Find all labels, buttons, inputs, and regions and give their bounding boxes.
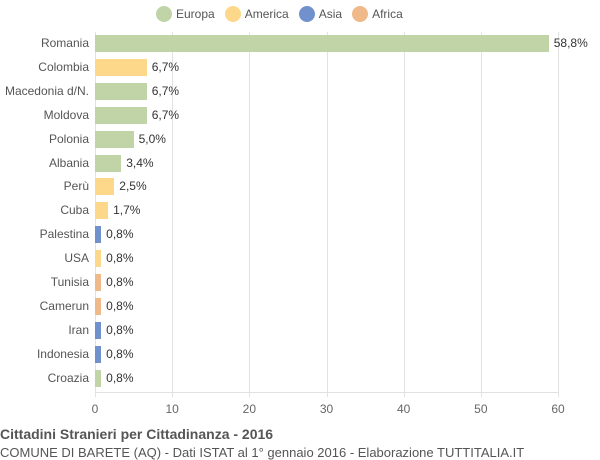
x-tick-label: 30	[319, 402, 334, 416]
bar[interactable]	[95, 250, 102, 268]
bar-row: Colombia 6,7%	[0, 56, 600, 80]
value-label: 0,8%	[106, 251, 134, 266]
bar[interactable]	[95, 297, 102, 315]
value-label: 0,8%	[106, 298, 134, 313]
bar[interactable]	[95, 178, 115, 196]
value-label: 6,7%	[151, 83, 180, 98]
bar[interactable]	[95, 35, 549, 52]
bar[interactable]	[95, 226, 102, 244]
bar[interactable]	[95, 58, 147, 76]
category-label: Indonesia	[36, 346, 89, 361]
value-label: 5,0%	[138, 131, 166, 146]
legend-dot-icon	[352, 6, 369, 22]
gridline	[249, 32, 251, 392]
chart-subtitle: COMUNE DI BARETE (AQ) - Dati ISTAT al 1°…	[0, 445, 525, 460]
legend-label: Europa	[176, 7, 215, 21]
category-label: Albania	[48, 155, 89, 170]
legend-label: Asia	[318, 7, 343, 21]
bar[interactable]	[95, 154, 122, 172]
x-tick-label: 60	[551, 402, 565, 416]
legend-dot-icon	[156, 6, 172, 22]
bar-row: Camerun 0,8%	[0, 295, 600, 319]
category-label: USA	[64, 251, 89, 266]
gridline	[403, 32, 405, 392]
legend-label: America	[244, 7, 289, 21]
category-label: Polonia	[48, 131, 89, 146]
value-label: 6,7%	[151, 107, 180, 122]
bar-row: Polonia 5,0%	[0, 128, 600, 152]
category-label: Moldova	[43, 107, 89, 122]
bar[interactable]	[95, 106, 147, 124]
x-tick	[95, 392, 96, 397]
x-tick	[326, 392, 328, 397]
value-label: 2,5%	[119, 179, 147, 194]
bar-row: Albania 3,4%	[0, 152, 600, 176]
bar-row: Indonesia 0,8%	[0, 343, 600, 367]
category-label: Cuba	[60, 203, 89, 218]
legend-dot-icon	[298, 6, 315, 22]
category-label: Perù	[63, 179, 89, 194]
gridline	[480, 32, 482, 392]
gridline	[172, 32, 174, 392]
chart-legend: Europa America Asia Africa	[156, 6, 413, 22]
bar-row: Macedonia d/N. 6,7%	[0, 80, 600, 104]
x-tick	[558, 392, 559, 397]
bar-row: Romania 58,8%	[0, 32, 600, 56]
bar[interactable]	[95, 321, 102, 339]
value-label: 0,8%	[106, 322, 134, 337]
value-label: 0,8%	[106, 370, 134, 385]
category-label: Iran	[68, 322, 89, 337]
bar-row: Moldova 6,7%	[0, 104, 600, 128]
category-label: Croazia	[47, 370, 89, 385]
x-tick-label: 0	[91, 402, 99, 416]
category-label: Macedonia d/N.	[4, 83, 89, 98]
x-tick-label: 10	[165, 402, 179, 416]
value-label: 0,8%	[106, 275, 134, 289]
value-label: 3,4%	[126, 155, 154, 170]
category-label: Romania	[40, 36, 89, 50]
bar-row: Tunisia 0,8%	[0, 271, 600, 295]
x-tick-label: 20	[242, 402, 257, 416]
x-tick	[172, 392, 174, 397]
chart-title: Cittadini Stranieri per Cittadinanza - 2…	[0, 426, 274, 442]
category-label: Tunisia	[50, 275, 89, 289]
bar[interactable]	[95, 82, 147, 100]
bar-row: Iran 0,8%	[0, 319, 600, 343]
bar[interactable]	[95, 345, 102, 363]
legend-item-america[interactable]: America	[224, 6, 289, 22]
value-label: 1,7%	[113, 203, 141, 218]
legend-item-asia[interactable]: Asia	[298, 6, 343, 22]
x-tick	[480, 392, 482, 397]
x-tick-label: 40	[396, 402, 411, 416]
value-label: 6,7%	[151, 59, 180, 74]
bar-row: Perù 2,5%	[0, 175, 600, 199]
legend-item-africa[interactable]: Africa	[352, 6, 403, 22]
value-label: 0,8%	[106, 346, 134, 361]
bar-row: USA 0,8%	[0, 247, 600, 271]
bar[interactable]	[95, 130, 134, 148]
bar-row: Palestina 0,8%	[0, 223, 600, 247]
x-tick	[249, 392, 251, 397]
gridline	[326, 32, 328, 392]
bar-row: Cuba 1,7%	[0, 199, 600, 223]
category-label: Palestina	[39, 227, 89, 242]
legend-label: Africa	[372, 7, 403, 21]
value-label: 58,8%	[553, 36, 588, 50]
gridline	[558, 32, 559, 392]
x-tick-label: 50	[474, 402, 488, 416]
value-label: 0,8%	[106, 227, 134, 242]
bar[interactable]	[95, 202, 109, 220]
x-tick	[403, 392, 405, 397]
category-label: Camerun	[39, 298, 89, 313]
category-label: Colombia	[38, 59, 89, 74]
bar-row: Croazia 0,8%	[0, 367, 600, 391]
legend-item-europa[interactable]: Europa	[156, 6, 215, 22]
bar[interactable]	[95, 274, 102, 291]
bar[interactable]	[95, 369, 102, 387]
legend-dot-icon	[224, 6, 241, 22]
